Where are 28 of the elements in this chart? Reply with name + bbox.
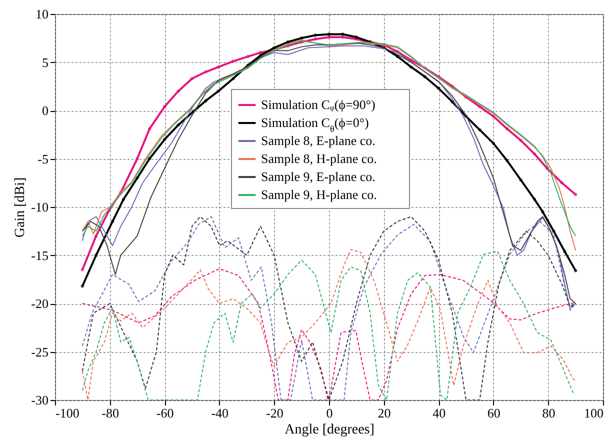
legend-label: Sample 8, H-plane co. [261,151,377,166]
y-tick-label: -10 [31,200,48,214]
legend-label: Simulation C$_{θ}$(ϕ=0°) [261,115,369,134]
y-axis-title: Gain [dBi] [13,177,28,238]
y-tick-label: -20 [31,296,48,311]
y-tick-label: 0 [42,103,48,118]
x-tick-label: 80 [542,406,556,420]
y-tick-label: -15 [31,248,48,263]
x-tick-label: -60 [156,406,174,420]
y-tick-label: -30 [31,392,48,408]
x-tick-label: 100 [584,406,604,420]
x-tick-label: -100 [56,406,80,420]
x-tick-label: 20 [378,406,391,420]
x-tick-label: -80 [102,406,119,420]
legend-label: Sample 9, E-plane co. [261,169,376,184]
x-tick-label: -40 [211,406,229,420]
y-tick-label: 10 [36,6,48,22]
x-axis-title: Angle [degrees] [284,422,374,438]
y-tick-label: -25 [31,344,48,360]
y-tick-label: 5 [42,54,48,70]
x-tick-label: -20 [266,406,284,420]
legend-label: Sample 9, H-plane co. [261,187,377,202]
y-tick-label: -5 [38,151,48,166]
legend-label: Simulation Cᵩ(ϕ=90°) [261,97,376,112]
x-tick-label: 60 [487,406,500,420]
legend-label: Sample 8, E-plane co. [261,133,376,148]
x-tick-label: 40 [432,406,446,420]
x-tick-label: 0 [326,406,333,420]
